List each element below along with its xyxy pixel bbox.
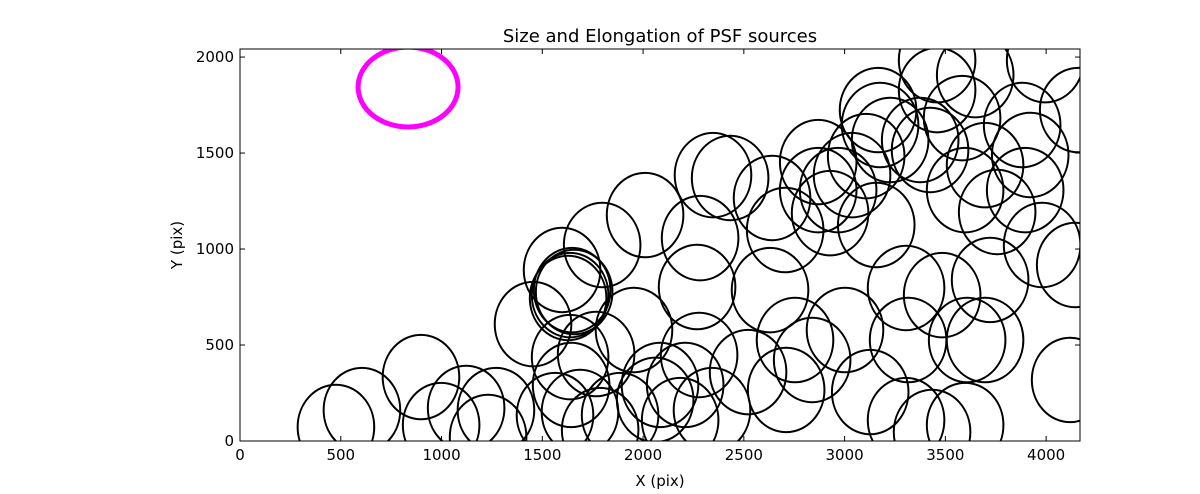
psf-source-ellipse [560,386,640,441]
psf-source-ellipse [708,328,788,416]
y-tick-label: 2000 [196,48,234,66]
psf-source-ellipse [659,311,739,399]
psf-source-ellipse [515,371,595,441]
psf-source-ellipse [605,171,685,259]
y-tick-label: 500 [205,336,234,354]
psf-source-ellipse [531,341,611,429]
psf-source-ellipse [673,131,753,219]
x-tick-label: 3000 [826,446,864,464]
psf-source-ellipse [790,169,870,257]
psf-source-ellipse [594,286,674,374]
x-tick-label: 0 [235,446,245,464]
psf-source-ellipse [897,49,977,134]
psf-source-ellipse [778,146,858,234]
x-tick-label: 1000 [422,446,460,464]
psf-source-ellipse [322,366,402,441]
psf-source-ellipse [296,383,376,441]
x-axis: 0 500 1000 1500 2000 2500 3000 3500 4000 [235,49,1065,464]
psf-source-ellipse [660,194,740,282]
psf-source-ellipse [927,296,1007,384]
psf-source-ellipse [902,251,982,339]
psf-source-ellipse [615,356,695,441]
y-tick-label: 1500 [196,144,234,162]
psf-source-ellipse [532,246,612,334]
psf-source-ellipse [730,246,810,334]
axes-frame [239,48,1081,442]
psf-source-ellipse [805,286,885,374]
psf-source-ellipse [836,181,916,269]
psf-source-ellipse [1035,221,1080,309]
x-tick-label: 2500 [725,446,763,464]
psf-source-ellipse [381,333,461,421]
psf-source-ellipse [925,146,1005,234]
psf-source-ellipse [945,121,1025,209]
psf-source-ellipse [745,186,825,274]
x-tick-label: 2000 [624,446,662,464]
psf-source-ellipse [922,74,1002,162]
psf-source-ellipse [672,366,752,441]
reference-ellipse [355,49,461,130]
psf-source-ellipse [755,296,835,384]
psf-source-ellipse [1005,49,1080,104]
psf-source-ellipse [530,251,610,339]
psf-source-ellipse [746,346,826,434]
psf-source-ellipse [982,81,1062,169]
x-tick-label: 4000 [1027,446,1065,464]
x-axis-label: X (pix) [635,472,684,490]
x-tick-label: 500 [326,446,355,464]
psf-source-ellipse [866,376,946,441]
psf-source-ellipse [690,134,770,222]
psf-source-ellipse [580,371,660,441]
psf-source-ellipse [530,313,610,401]
psf-source-ellipse [985,146,1065,234]
psf-source-ellipse [657,243,737,331]
psf-source-ellipse [957,168,1037,256]
psf-source-ellipse [897,49,977,104]
psf-source-ellipse [950,236,1030,324]
y-axis-label: Y (pix) [168,221,186,270]
y-axis: 0 500 1000 1500 2000 [196,48,1080,450]
psf-source-ellipse [925,381,1005,441]
psf-source-ellipse [1030,336,1080,424]
plot-area [296,49,1080,441]
chart-title: Size and Elongation of PSF sources [503,26,817,47]
x-tick-label: 3500 [926,446,964,464]
psf-source-ellipse [640,376,720,441]
psf-source-ellipse [528,254,608,342]
psf-source-ellipse [826,112,906,200]
y-tick-label: 1000 [196,240,234,258]
psf-source-ellipse [840,81,920,169]
psf-source-ellipse [620,341,700,429]
psf-source-ellipse [534,248,614,336]
psf-source-ellipse [892,388,972,441]
psf-source-ellipse [866,244,946,332]
psf-source-ellipse [935,49,1015,119]
psf-source-ellipse [1038,66,1080,154]
psf-source-ellipse [890,106,970,194]
psf-source-ellipse [562,201,642,289]
psf-source-ellipse [426,364,506,441]
psf-source-ellipse [448,393,528,441]
psf-source-ellipse [401,381,481,441]
psf-source-ellipse [772,316,852,404]
x-tick-label: 1500 [523,446,561,464]
psf-source-ellipse [945,296,1025,384]
y-tick-label: 0 [224,432,234,450]
psf-source-ellipse [990,111,1070,199]
